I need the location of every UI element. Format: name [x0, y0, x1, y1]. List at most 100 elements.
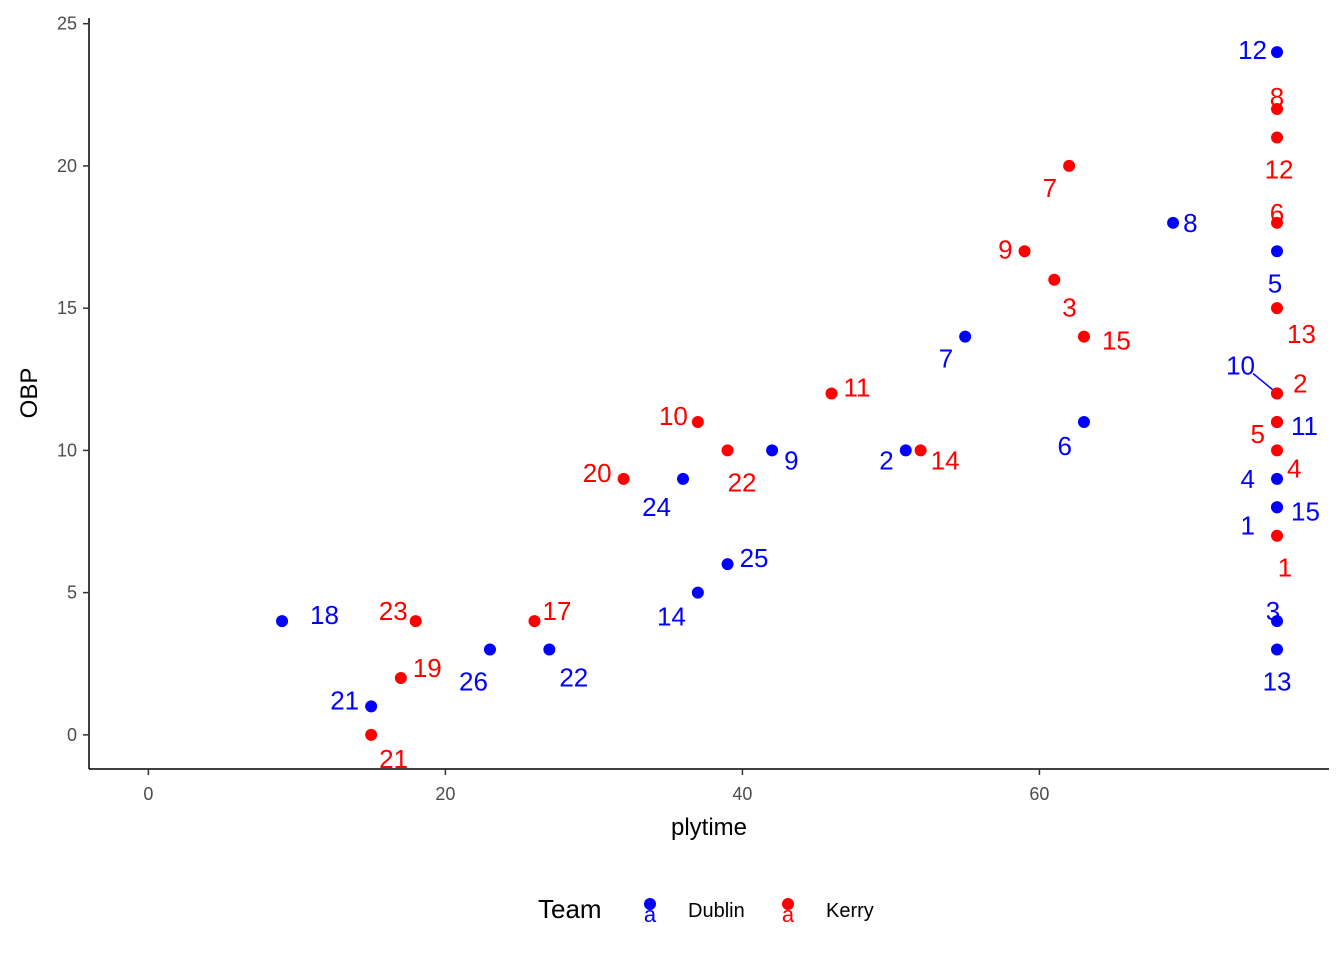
legend-title: Team — [538, 894, 602, 924]
data-point — [1271, 472, 1284, 485]
data-point — [365, 700, 378, 713]
data-point — [1271, 46, 1284, 59]
point-label: 5 — [1251, 419, 1265, 449]
y-tick-label: 0 — [67, 725, 77, 745]
point-label: 9 — [784, 445, 798, 475]
point-label: 22 — [559, 663, 588, 693]
point-label: 8 — [1270, 82, 1284, 112]
point-label: 13 — [1287, 319, 1316, 349]
x-tick-label: 40 — [732, 784, 752, 804]
point-label: 9 — [998, 234, 1012, 264]
point-label: 14 — [657, 602, 686, 632]
point-label: 3 — [1266, 596, 1280, 626]
point-label: 23 — [379, 596, 408, 626]
data-point — [825, 387, 838, 400]
point-label: 14 — [931, 445, 960, 475]
x-axis-title: plytime — [671, 814, 747, 841]
data-point — [914, 444, 927, 457]
data-point — [1271, 415, 1284, 428]
data-point — [483, 643, 496, 656]
point-label: 18 — [310, 600, 339, 630]
point-label: 4 — [1241, 464, 1255, 494]
data-point — [543, 643, 556, 656]
point-label: 19 — [413, 653, 442, 683]
data-point — [1077, 330, 1090, 343]
x-axis-ticks: 0 20 40 60 — [143, 769, 1049, 804]
point-label: 1 — [1241, 510, 1255, 540]
label-leader-line — [1252, 372, 1277, 394]
data-points — [276, 46, 1284, 741]
point-label: 21 — [330, 685, 359, 715]
point-label: 3 — [1062, 293, 1076, 323]
point-label: 15 — [1102, 326, 1131, 356]
data-point — [1271, 444, 1284, 457]
data-point — [1077, 415, 1090, 428]
data-point — [1271, 387, 1284, 400]
data-point — [1271, 302, 1284, 315]
y-tick-label: 25 — [57, 14, 77, 34]
point-label: 21 — [379, 744, 408, 774]
point-label: 12 — [1265, 154, 1294, 184]
label-leader-lines — [1252, 372, 1277, 394]
data-point — [959, 330, 972, 343]
point-label: 20 — [583, 458, 612, 488]
y-tick-label: 20 — [57, 156, 77, 176]
point-label: 24 — [642, 492, 671, 522]
data-point — [721, 558, 734, 571]
data-point — [528, 615, 541, 628]
data-point — [1271, 131, 1284, 144]
data-point — [276, 615, 289, 628]
point-label: 5 — [1268, 268, 1282, 298]
data-point — [394, 671, 407, 684]
point-label: 22 — [728, 467, 757, 497]
data-point — [1271, 615, 1284, 628]
point-label: 7 — [939, 344, 953, 374]
y-axis-title: OBP — [16, 368, 43, 419]
data-point — [691, 415, 704, 428]
data-point — [1048, 273, 1061, 286]
x-tick-label: 20 — [435, 784, 455, 804]
legend-label: Kerry — [826, 900, 874, 922]
point-label: 6 — [1270, 198, 1284, 228]
legend-key-point — [782, 898, 794, 910]
data-point — [1018, 245, 1031, 258]
data-point — [1271, 529, 1284, 542]
data-point — [1063, 159, 1076, 172]
point-label: 1 — [1278, 553, 1292, 583]
legend-key-point — [644, 898, 656, 910]
legend-key-letter: a — [644, 902, 657, 927]
point-label: 2 — [879, 445, 893, 475]
point-label: 8 — [1183, 208, 1197, 238]
point-label: 25 — [740, 543, 769, 573]
data-point — [1271, 245, 1284, 258]
data-point — [1271, 501, 1284, 514]
legend-key-letter: a — [782, 902, 795, 927]
data-point — [1167, 216, 1180, 229]
data-point — [677, 472, 690, 485]
data-point — [899, 444, 912, 457]
legend: Team a Dublin a Kerry — [538, 894, 874, 927]
data-point — [1271, 103, 1284, 116]
point-label: 10 — [659, 401, 688, 431]
point-label: 12 — [1238, 35, 1267, 65]
point-label: 26 — [459, 667, 488, 697]
point-label: 11 — [844, 373, 871, 403]
x-tick-label: 0 — [143, 784, 153, 804]
point-label: 6 — [1058, 431, 1072, 461]
data-point — [365, 728, 378, 741]
point-label: 17 — [543, 596, 572, 626]
legend-label: Dublin — [688, 900, 745, 922]
data-point — [409, 615, 422, 628]
point-label: 13 — [1263, 667, 1292, 697]
y-tick-label: 5 — [67, 583, 77, 603]
point-label: 10 — [1226, 351, 1255, 381]
data-point — [766, 444, 779, 457]
data-point — [1271, 643, 1284, 656]
y-tick-label: 15 — [57, 298, 77, 318]
y-axis-ticks: 0 5 10 15 20 25 — [57, 14, 89, 745]
point-label: 7 — [1043, 173, 1057, 203]
data-point — [1271, 216, 1284, 229]
